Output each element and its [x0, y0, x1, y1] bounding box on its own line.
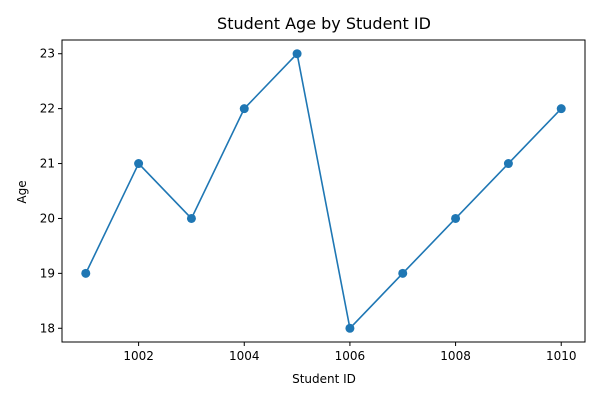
data-point — [239, 104, 249, 114]
data-point — [134, 159, 144, 169]
data-point — [503, 159, 513, 169]
data-point — [345, 323, 355, 333]
x-tick-label: 1006 — [335, 349, 366, 363]
y-tick-label: 19 — [40, 266, 55, 280]
x-axis-label: Student ID — [292, 372, 356, 386]
data-point — [556, 104, 566, 114]
plot-area: 1002 1004 1006 1008 1010 18 19 20 21 22 23 — [40, 39, 586, 363]
y-tick-label: 23 — [40, 47, 55, 61]
data-point — [81, 268, 91, 278]
series-line — [85, 52, 562, 330]
x-tick-label: 1010 — [546, 349, 577, 363]
data-point — [292, 49, 302, 59]
x-tick-label: 1004 — [229, 349, 260, 363]
chart-title: Student Age by Student ID — [217, 14, 431, 33]
data-point — [186, 213, 196, 223]
data-point — [398, 268, 408, 278]
y-axis-label: Age — [15, 180, 29, 203]
y-tick-label: 18 — [40, 321, 55, 335]
data-point — [451, 213, 461, 223]
y-tick-label: 22 — [40, 102, 55, 116]
y-tick-label: 20 — [40, 211, 55, 225]
y-tick-label: 21 — [40, 157, 55, 171]
x-tick-label: 1008 — [440, 349, 471, 363]
plot-frame — [61, 39, 586, 343]
x-tick-label: 1002 — [123, 349, 154, 363]
